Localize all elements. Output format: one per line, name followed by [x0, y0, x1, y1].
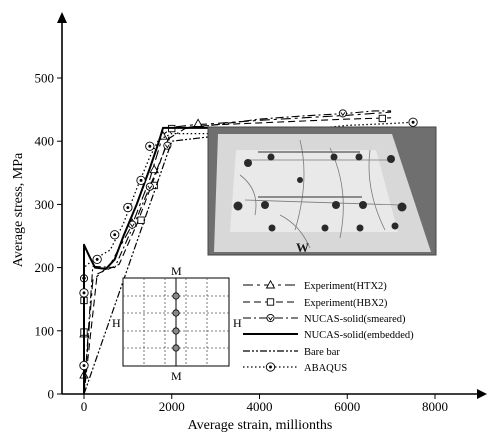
y-axis-title: Average stress, MPa: [11, 152, 26, 267]
y-tick-label: 400: [35, 134, 55, 149]
y-axis-arrow: [57, 12, 67, 23]
series-marker: [79, 360, 89, 371]
series-marker: [136, 175, 146, 186]
y-tick-label: 0: [48, 387, 55, 402]
y-tick-label: 500: [35, 71, 55, 86]
legend-label: ABAQUS: [304, 363, 347, 374]
series-marker: [79, 288, 89, 298]
x-tick-label: 0: [81, 399, 88, 414]
y-tick-label: 300: [35, 197, 55, 212]
legend-entry: NUCAS-solid(embedded): [243, 330, 414, 341]
series-marker: [408, 117, 418, 127]
schematic-label-left: H: [112, 316, 121, 330]
series-marker: [92, 254, 102, 265]
legend-marker: [265, 279, 276, 289]
legend-entry: ABAQUS: [243, 362, 347, 374]
schematic-label-right: H: [233, 316, 242, 330]
legend-entry: Experiment(HTX2): [243, 279, 387, 292]
schematic-label-top: M: [171, 264, 182, 278]
x-axis-arrow: [477, 389, 487, 399]
series-marker: [378, 114, 386, 123]
legend-entry: Bare bar: [243, 347, 340, 358]
series-marker: [149, 164, 159, 174]
series-marker: [193, 118, 203, 127]
legend-marker: [266, 313, 275, 323]
axes: 0 2000 4000 6000 8000 0 100 200 300 400 500 Average…: [11, 12, 487, 433]
legend-label: NUCAS-solid(smeared): [304, 314, 406, 325]
schematic-label-bottom: M: [171, 369, 182, 383]
x-tick-label: 2000: [159, 399, 185, 414]
x-tick-label: 6000: [334, 399, 360, 414]
series-marker: [137, 216, 145, 224]
series-marker: [145, 141, 155, 151]
x-tick-label: 8000: [422, 399, 448, 414]
legend-entry: NUCAS-solid(smeared): [243, 313, 406, 325]
schematic-inset: M M H H: [112, 264, 242, 383]
series-marker: [123, 202, 133, 213]
legend-marker: [265, 362, 276, 372]
y-tick-label: 100: [35, 323, 55, 338]
legend-label: Experiment(HTX2): [304, 281, 387, 292]
photo-label-w: W: [296, 240, 309, 255]
series-marker: [338, 109, 347, 118]
legend-label: Experiment(HBX2): [304, 298, 388, 309]
series-marker: [110, 230, 120, 240]
y-tick-label: 200: [35, 260, 55, 275]
legend-entry: Experiment(HBX2): [243, 298, 388, 309]
legend-label: NUCAS-solid(embedded): [304, 330, 414, 341]
x-axis-title: Average strain, millionths: [188, 418, 333, 433]
legend: Experiment(HTX2) Experiment(HBX2) NUCAS-so…: [243, 279, 414, 374]
photo-inset: W: [207, 126, 437, 256]
legend-label: Bare bar: [304, 347, 340, 358]
x-tick-label: 4000: [247, 399, 273, 414]
legend-marker: [266, 298, 275, 306]
series-marker: [145, 182, 154, 191]
